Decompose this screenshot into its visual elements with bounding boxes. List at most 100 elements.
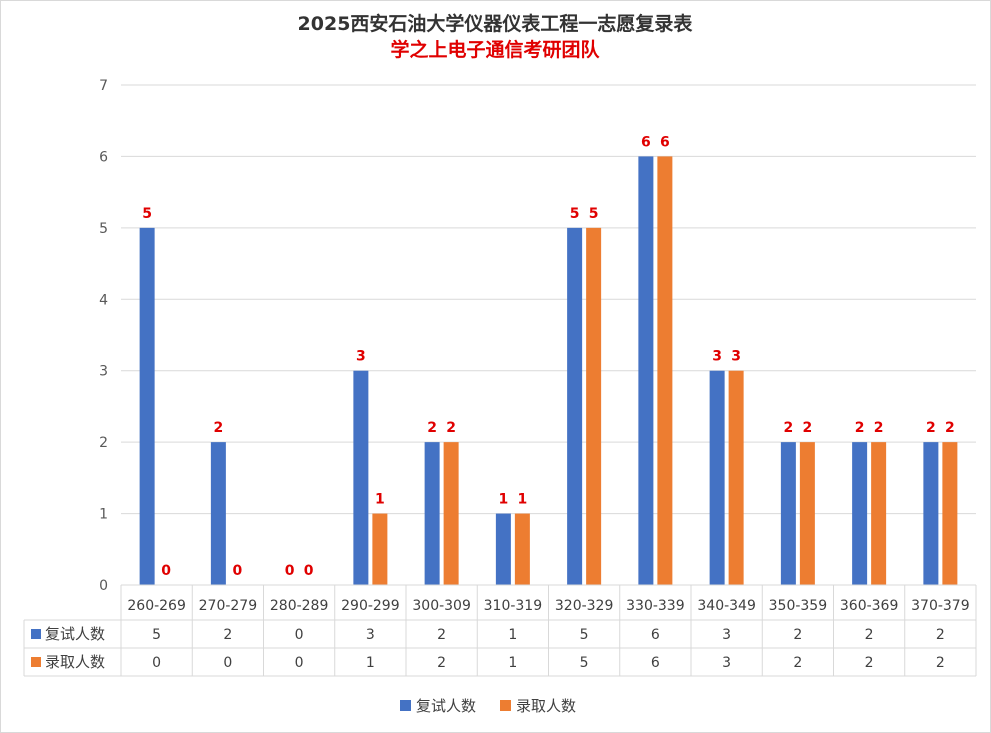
data-label: 0 <box>161 563 171 579</box>
data-label: 2 <box>945 420 955 436</box>
table-cell: 6 <box>651 627 660 643</box>
data-label: 6 <box>660 134 670 150</box>
data-label: 0 <box>285 563 295 579</box>
table-cell: 1 <box>508 627 517 643</box>
y-tick-label: 2 <box>99 435 108 451</box>
bar-series1 <box>424 442 440 585</box>
y-tick-label: 7 <box>99 78 108 94</box>
data-label: 5 <box>570 206 580 222</box>
legend-key-series2 <box>500 700 511 711</box>
table-cell: 0 <box>295 627 304 643</box>
table-cell: 2 <box>865 655 874 671</box>
data-label: 2 <box>803 420 813 436</box>
table-cell: 5 <box>152 627 161 643</box>
table-cell: 3 <box>366 627 375 643</box>
data-label: 2 <box>446 420 456 436</box>
bar-series2 <box>443 442 459 585</box>
legend-key-series1 <box>400 700 411 711</box>
bar-series2 <box>871 442 887 585</box>
table-cell: 0 <box>295 655 304 671</box>
bar-series1 <box>852 442 868 585</box>
category-label: 280-289 <box>270 598 329 614</box>
category-label: 260-269 <box>127 598 186 614</box>
bars <box>139 156 958 585</box>
table-cell: 0 <box>152 655 161 671</box>
bar-series1 <box>567 227 583 585</box>
bar-series2 <box>372 513 388 585</box>
table-cell: 2 <box>793 655 802 671</box>
data-label: 2 <box>855 420 865 436</box>
bar-series1 <box>210 442 226 585</box>
bar-series2 <box>728 370 744 585</box>
chart-title: 2025西安石油大学仪器仪表工程一志愿复录表 <box>298 12 694 35</box>
bar-series1 <box>353 370 369 585</box>
bar-series2 <box>657 156 673 585</box>
data-label: 6 <box>641 134 651 150</box>
bar-series1 <box>780 442 796 585</box>
table-cell: 2 <box>936 655 945 671</box>
bar-series1 <box>495 513 511 585</box>
bar-series2 <box>514 513 530 585</box>
data-label: 3 <box>712 349 722 365</box>
data-label: 2 <box>427 420 437 436</box>
data-label: 2 <box>214 420 224 436</box>
data-label: 5 <box>589 206 599 222</box>
table-legend-key-2 <box>31 657 41 667</box>
data-label: 2 <box>874 420 884 436</box>
bar-series2 <box>799 442 815 585</box>
y-tick-label: 4 <box>99 292 108 308</box>
table-cell: 1 <box>366 655 375 671</box>
category-label: 340-349 <box>697 598 756 614</box>
bar-series1 <box>139 227 155 585</box>
y-tick-label: 5 <box>99 221 108 237</box>
table-cell: 0 <box>223 655 232 671</box>
data-label: 0 <box>233 563 243 579</box>
table-cell: 2 <box>437 627 446 643</box>
y-tick-label: 3 <box>99 364 108 380</box>
bar-series1 <box>709 370 725 585</box>
category-label: 370-379 <box>911 598 970 614</box>
chart-subtitle: 学之上电子通信考研团队 <box>390 38 600 61</box>
y-tick-label: 1 <box>99 507 108 523</box>
table-cell: 5 <box>580 627 589 643</box>
table-cell: 2 <box>793 627 802 643</box>
data-label: 2 <box>926 420 936 436</box>
table-cell: 2 <box>936 627 945 643</box>
data-label: 1 <box>375 492 385 508</box>
legend-label: 录取人数 <box>516 697 576 715</box>
category-label: 330-339 <box>626 598 685 614</box>
y-axis-ticks: 0 1 2 3 4 5 6 7 <box>99 78 108 594</box>
data-label: 2 <box>784 420 794 436</box>
table-cell: 3 <box>722 627 731 643</box>
data-label: 3 <box>356 349 366 365</box>
table-cell: 6 <box>651 655 660 671</box>
table-cell: 3 <box>722 655 731 671</box>
category-label: 360-369 <box>840 598 899 614</box>
category-label: 310-319 <box>484 598 543 614</box>
table-row-header: 复试人数 <box>45 625 105 643</box>
bar-series1 <box>638 156 654 585</box>
data-table: 260-269 5 0 270-279 2 0 280-289 0 0 290-299 3 1 300-… <box>23 584 977 677</box>
table-cell: 5 <box>580 655 589 671</box>
category-label: 350-359 <box>769 598 828 614</box>
category-label: 300-309 <box>412 598 471 614</box>
data-label: 1 <box>499 492 509 508</box>
table-cell: 1 <box>508 655 517 671</box>
table-cell: 2 <box>437 655 446 671</box>
category-label: 270-279 <box>199 598 258 614</box>
legend-label: 复试人数 <box>416 697 476 715</box>
y-tick-label: 0 <box>99 578 108 594</box>
category-label: 320-329 <box>555 598 614 614</box>
data-label: 0 <box>304 563 314 579</box>
bar-series2 <box>942 442 958 585</box>
table-legend-key-1 <box>31 629 41 639</box>
bar-series1 <box>923 442 939 585</box>
data-label: 5 <box>142 206 152 222</box>
y-tick-label: 6 <box>99 149 108 165</box>
legend: 复试人数 录取人数 <box>400 697 576 715</box>
table-row-header: 录取人数 <box>45 653 105 671</box>
data-label: 3 <box>731 349 741 365</box>
table-cell: 2 <box>223 627 232 643</box>
